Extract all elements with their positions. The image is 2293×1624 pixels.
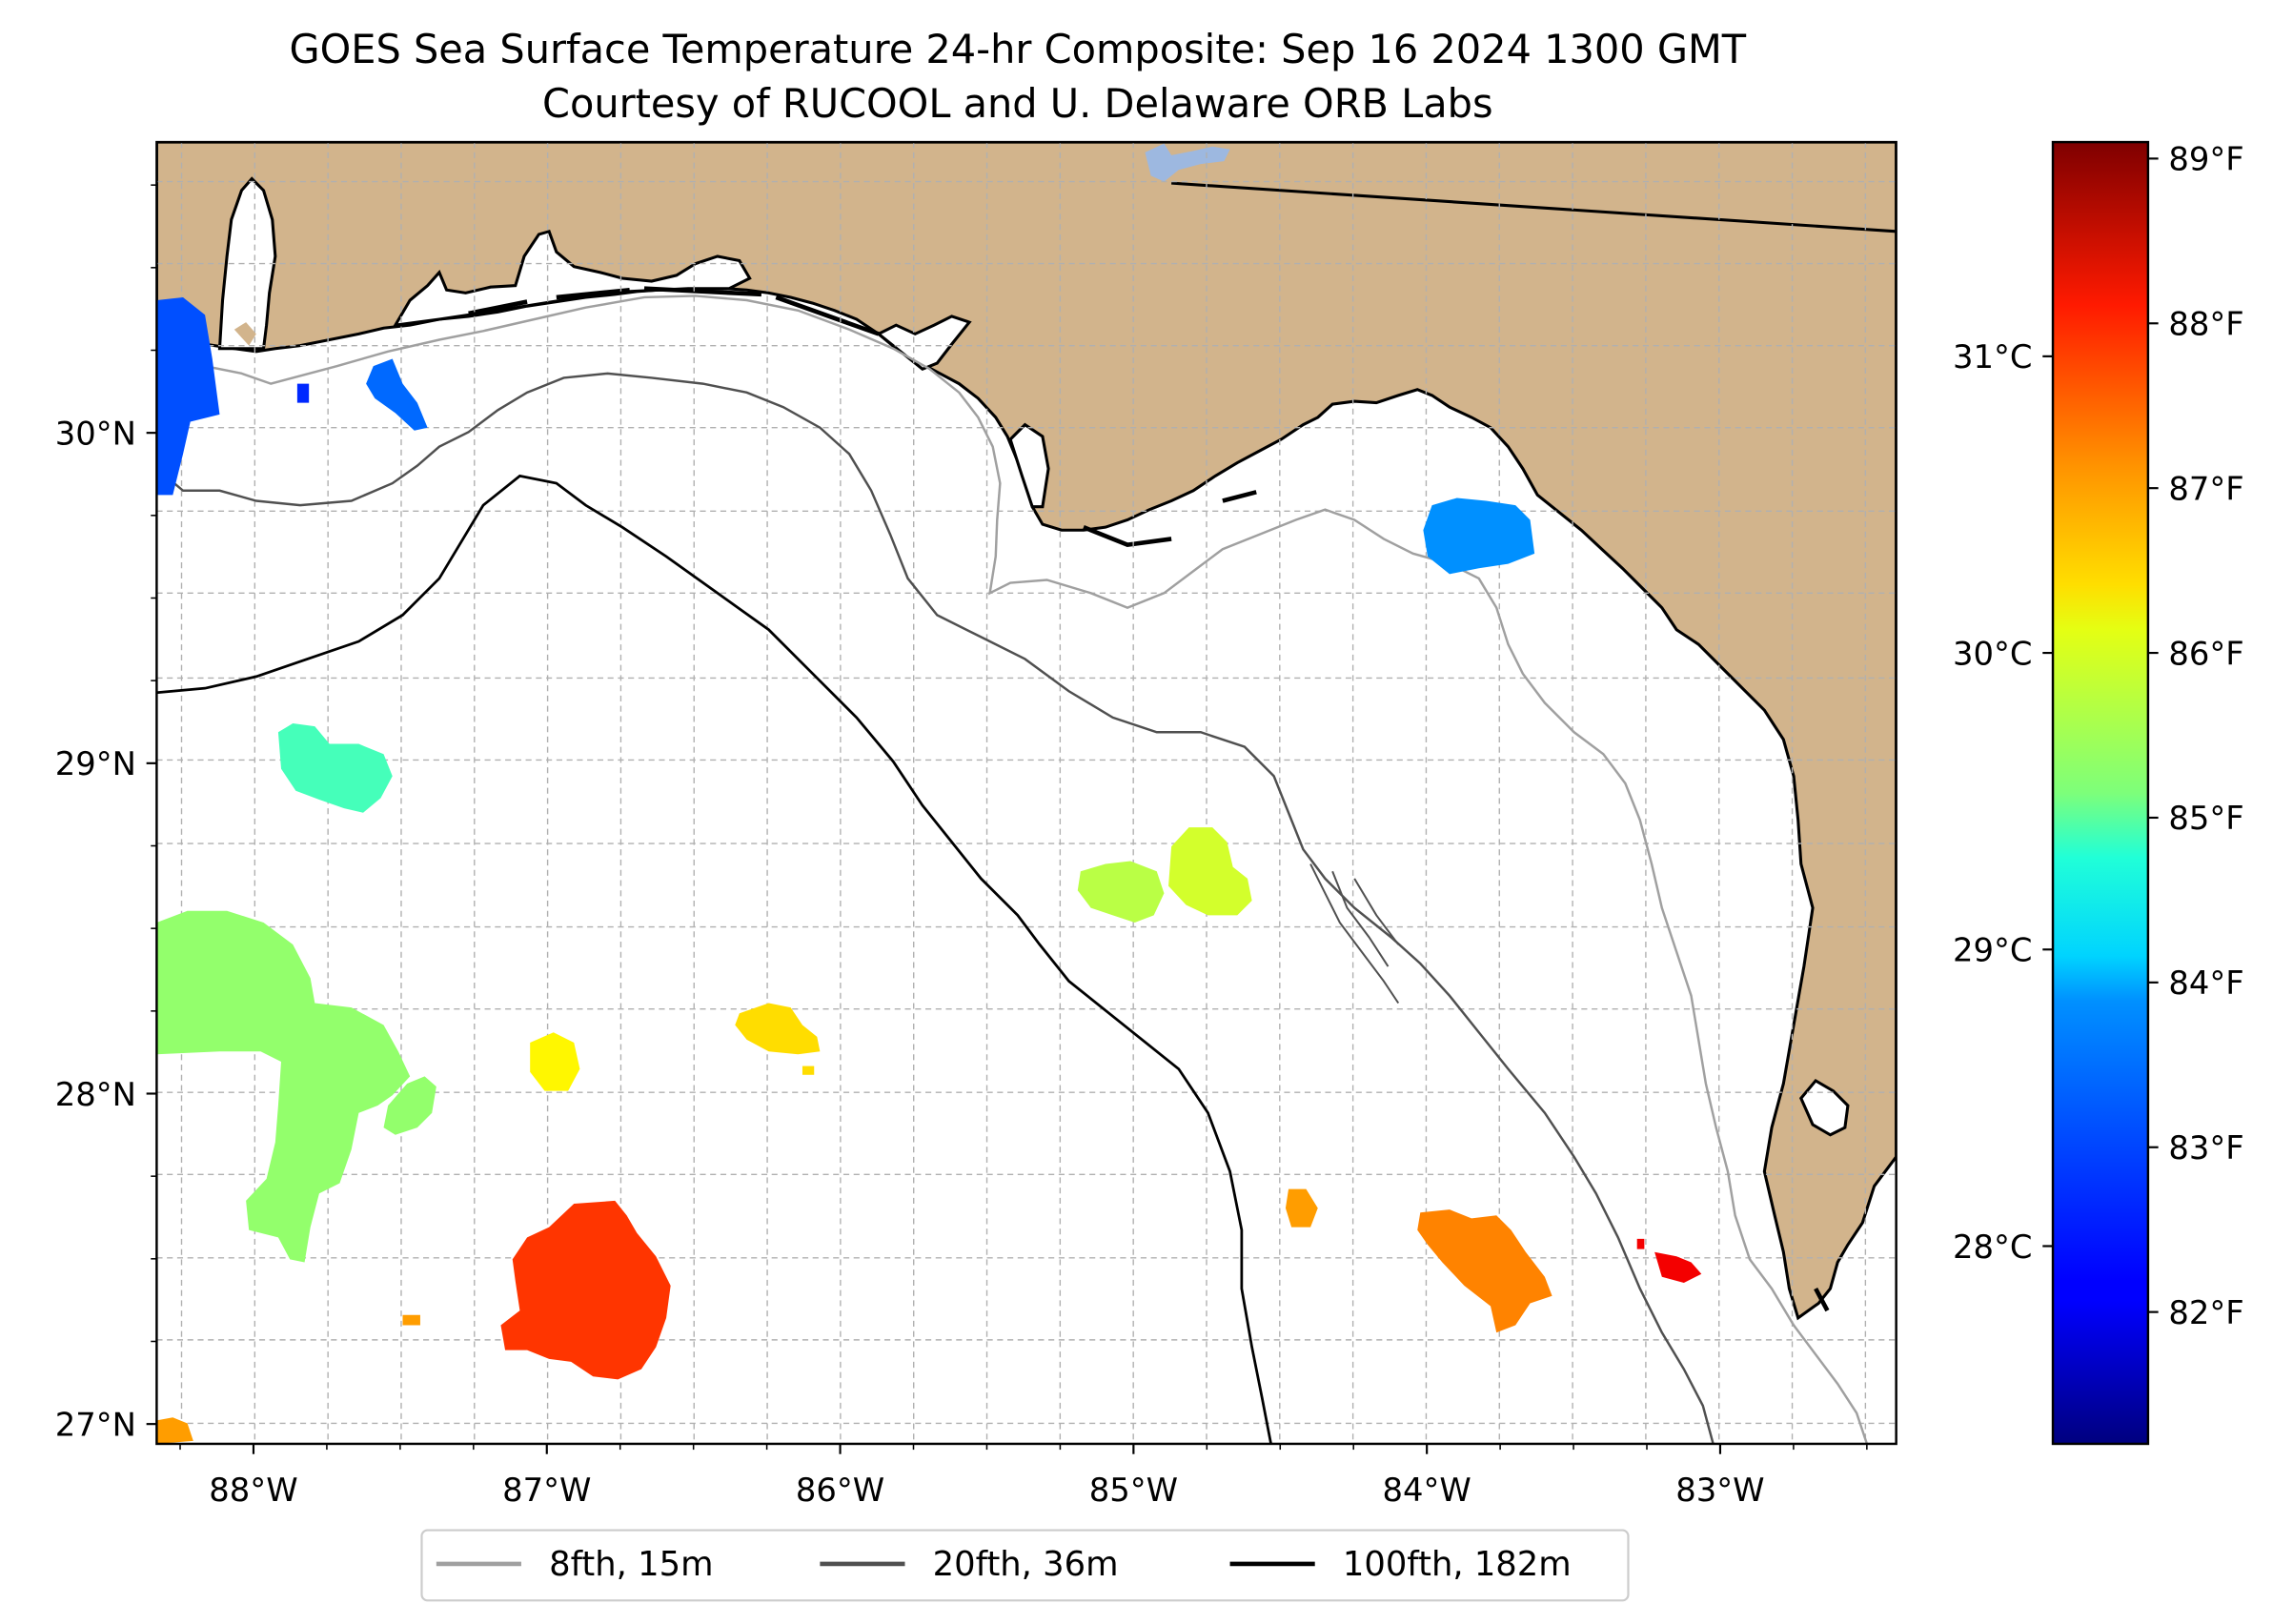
- lon-tick-label: 87°W: [502, 1472, 591, 1509]
- west-coast-patch: [156, 296, 220, 496]
- legend-box: [420, 1529, 1630, 1602]
- red-speck: [1636, 1238, 1645, 1249]
- longitude-axis: 88°W 87°W 86°W 85°W 84°W 83°W: [179, 1443, 1868, 1509]
- barrier-islands: [468, 286, 1830, 1312]
- legend-label: 20fth, 36m: [933, 1545, 1119, 1584]
- pensacola-patch: [366, 358, 428, 431]
- big-bend-patch: [1423, 497, 1535, 575]
- colorbar-celsius-ticks: 31°C 30°C 29°C 28°C: [1953, 338, 2054, 1266]
- colorbar: 89°F 88°F 87°F 86°F 85°F 84°F 83°F 82°F 31°C 30°…: [1953, 140, 2244, 1446]
- colorbar-f-tick-label: 87°F: [2168, 470, 2243, 507]
- colorbar-f-tick-label: 82°F: [2168, 1294, 2243, 1331]
- legend: 8fth, 15m 20fth, 36m 100fth, 182m: [420, 1529, 1630, 1602]
- colorbar-f-tick-label: 86°F: [2168, 635, 2243, 672]
- colorbar-c-tick-label: 29°C: [1953, 932, 2033, 969]
- contour-8fth: [156, 294, 1869, 1444]
- legend-label: 100fth, 182m: [1343, 1545, 1572, 1584]
- contour-20fth: [156, 372, 1715, 1444]
- contour-100fth: [156, 474, 1272, 1444]
- lon-tick-label: 85°W: [1089, 1472, 1178, 1509]
- tampa-bay: [1798, 1078, 1850, 1137]
- lat-tick-label: 29°N: [55, 745, 136, 782]
- sw-large-patch: [156, 910, 411, 1263]
- mobile-bay-patch: [296, 383, 310, 403]
- lon-tick-label: 86°W: [796, 1472, 884, 1509]
- nw-offshore-patch: [277, 723, 393, 813]
- south-speck: [402, 1314, 420, 1326]
- south-small-patch: [1285, 1188, 1318, 1228]
- colorbar-c-tick-label: 28°C: [1953, 1228, 2033, 1266]
- lat-tick-label: 28°N: [55, 1076, 136, 1113]
- mobile-delta-water: [233, 322, 256, 346]
- lon-tick-label: 88°W: [209, 1472, 297, 1509]
- mid-shelf-patch-east: [1168, 827, 1252, 916]
- colorbar-f-tick-label: 88°F: [2168, 306, 2243, 343]
- sst-layer: [156, 296, 1702, 1444]
- colorbar-f-tick-label: 83°F: [2168, 1129, 2243, 1167]
- state-border: [1171, 181, 1897, 233]
- yellow-speck: [156, 1417, 193, 1444]
- apalachicola-bay: [1008, 422, 1050, 509]
- central-patch: [735, 1003, 821, 1055]
- colorbar-c-tick-label: 31°C: [1953, 338, 2033, 376]
- lon-tick-label: 83°W: [1675, 1472, 1764, 1509]
- map-frame: [155, 140, 1897, 1446]
- chart-subtitle: Courtesy of RUCOOL and U. Delaware ORB L…: [542, 80, 1493, 127]
- contour-20fth-islands: [1309, 863, 1400, 1005]
- latitude-axis: 30°N 29°N 28°N 27°N: [55, 184, 157, 1443]
- lat-tick-label: 30°N: [55, 415, 136, 452]
- mid-shelf-patch-west: [1077, 861, 1165, 923]
- small-yellow-patch: [530, 1032, 580, 1091]
- inland-lake: [1145, 143, 1230, 182]
- colorbar-c-tick-label: 30°C: [1953, 635, 2033, 672]
- colorbar-fahrenheit-ticks: 89°F 88°F 87°F 86°F 85°F 84°F 83°F 82°F: [2147, 141, 2244, 1331]
- central-speck: [802, 1066, 815, 1075]
- sw-small-patch: [383, 1076, 436, 1135]
- colorbar-gradient: [2051, 140, 2150, 1446]
- mobile-bay: [217, 176, 277, 351]
- lon-tick-label: 84°W: [1382, 1472, 1471, 1509]
- colorbar-f-tick-label: 84°F: [2168, 964, 2243, 1002]
- chart-title: GOES Sea Surface Temperature 24-hr Compo…: [289, 26, 1746, 72]
- map-panel: [156, 142, 1897, 1444]
- red-patch: [1654, 1251, 1702, 1283]
- south-large-patch: [500, 1200, 671, 1380]
- colorbar-f-tick-label: 89°F: [2168, 141, 2243, 178]
- choctaw-bay: [876, 315, 972, 371]
- legend-label: 8fth, 15m: [549, 1545, 713, 1584]
- colorbar-f-tick-label: 85°F: [2168, 800, 2243, 837]
- southeast-patch: [1417, 1209, 1552, 1333]
- lat-tick-label: 27°N: [55, 1406, 136, 1443]
